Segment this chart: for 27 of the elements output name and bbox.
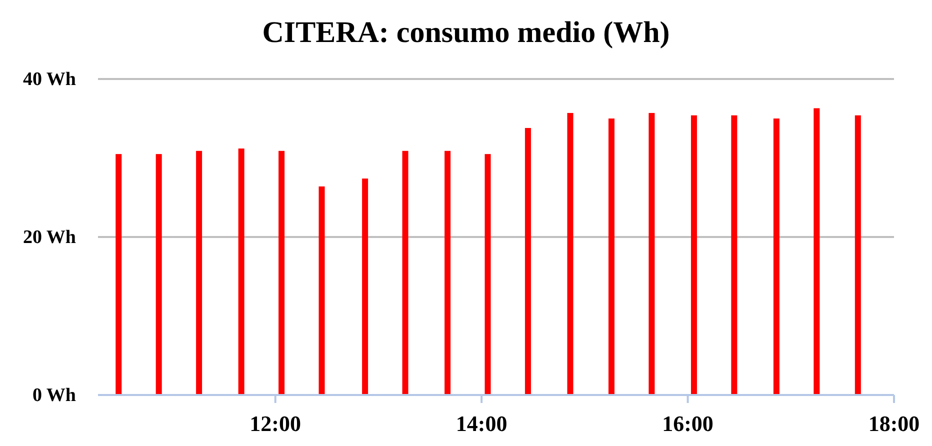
x-tick-label: 18:00 [868, 411, 920, 436]
y-tick-label: 40 Wh [23, 69, 76, 90]
bar [608, 118, 614, 395]
bar [156, 154, 162, 395]
bar [731, 115, 738, 395]
bar [402, 150, 408, 395]
bar [567, 112, 574, 395]
x-tick-label: 16:00 [662, 411, 714, 436]
x-tick-label: 14:00 [456, 411, 508, 436]
bar [318, 186, 325, 395]
bar [196, 150, 202, 395]
x-tick-label: 12:00 [250, 411, 302, 436]
y-tick-label: 0 Wh [32, 385, 76, 406]
bar [690, 115, 697, 395]
bar [362, 178, 368, 395]
bar [238, 148, 244, 395]
bar [484, 154, 491, 395]
bar [854, 115, 861, 395]
bar [648, 112, 655, 395]
bar [444, 150, 451, 395]
bar [278, 150, 285, 395]
bar [116, 154, 122, 395]
y-tick-label: 20 Wh [23, 227, 76, 248]
bar [814, 108, 820, 395]
bar [773, 118, 780, 395]
bar [524, 128, 531, 395]
chart-title: CITERA: consumo medio (Wh) [262, 16, 670, 49]
